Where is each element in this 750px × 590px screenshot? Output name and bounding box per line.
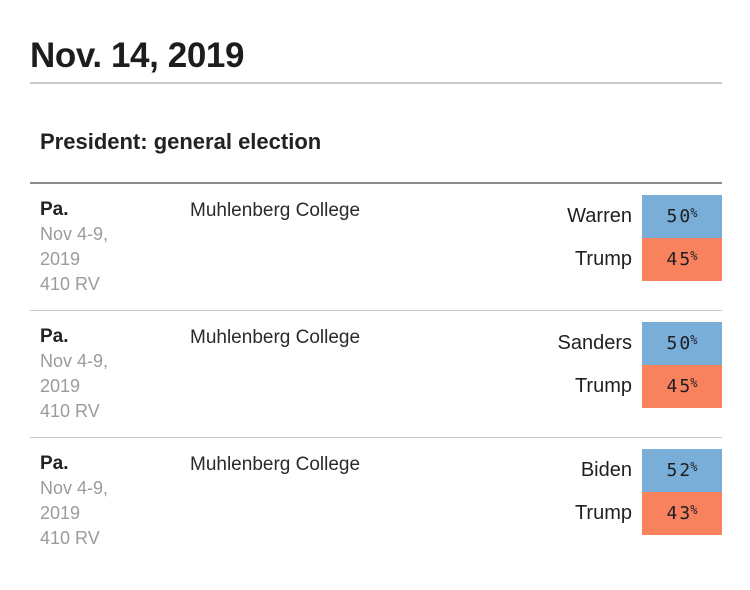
poll-result-line: Biden 52% bbox=[472, 449, 722, 492]
candidate-name: Biden bbox=[580, 459, 632, 481]
poll-row: Pa. Nov 4-9, 2019 410 RV Muhlenberg Coll… bbox=[30, 311, 722, 438]
percent-box: 52% bbox=[642, 449, 722, 492]
poll-sample-size: 410 RV bbox=[40, 274, 100, 294]
poll-info: Pa. Nov 4-9, 2019 410 RV bbox=[40, 325, 190, 424]
poll-row: Pa. Nov 4-9, 2019 410 RV Muhlenberg Coll… bbox=[30, 184, 722, 311]
poll-sample-size: 410 RV bbox=[40, 401, 100, 421]
polls-list: Pa. Nov 4-9, 2019 410 RV Muhlenberg Coll… bbox=[30, 182, 722, 590]
poll-results: Sanders 50% Trump 45% bbox=[472, 322, 722, 408]
candidate-name: Trump bbox=[574, 375, 632, 397]
percent-box: 45% bbox=[642, 365, 722, 408]
poll-result-line: Trump 45% bbox=[472, 238, 722, 281]
poll-date-line1: Nov 4-9, bbox=[40, 224, 109, 244]
poll-info: Pa. Nov 4-9, 2019 410 RV bbox=[40, 198, 190, 297]
percent-sign: % bbox=[690, 459, 698, 474]
percent-value: 43 bbox=[666, 503, 693, 524]
percent-value: 50 bbox=[666, 333, 693, 354]
date-title: Nov. 14, 2019 bbox=[30, 0, 722, 84]
percent-sign: % bbox=[690, 205, 698, 220]
poll-date-line1: Nov 4-9, bbox=[40, 478, 109, 498]
poll-state: Pa. bbox=[40, 326, 69, 347]
poll-date-line2: 2019 bbox=[40, 376, 81, 396]
poll-date-line2: 2019 bbox=[40, 503, 81, 523]
percent-box: 50% bbox=[642, 195, 722, 238]
poll-sample-size: 410 RV bbox=[40, 528, 100, 548]
poll-result-line: Warren 50% bbox=[472, 195, 722, 238]
poll-row: Pa. Nov 4-9, 2019 410 RV Muhlenberg Coll… bbox=[30, 438, 722, 590]
poll-result-line: Trump 43% bbox=[472, 492, 722, 535]
poll-info: Pa. Nov 4-9, 2019 410 RV bbox=[40, 452, 190, 551]
percent-sign: % bbox=[690, 375, 698, 390]
percent-value: 45 bbox=[666, 376, 693, 397]
poll-result-line: Trump 45% bbox=[472, 365, 722, 408]
poll-state: Pa. bbox=[40, 453, 69, 474]
pollster-name: Muhlenberg College bbox=[190, 327, 361, 348]
pollster-name: Muhlenberg College bbox=[190, 454, 361, 475]
candidate-name: Trump bbox=[574, 502, 632, 524]
poll-state: Pa. bbox=[40, 199, 69, 220]
percent-value: 45 bbox=[666, 249, 693, 270]
poll-results: Warren 50% Trump 45% bbox=[472, 195, 722, 281]
poll-results: Biden 52% Trump 43% bbox=[472, 449, 722, 535]
percent-sign: % bbox=[690, 502, 698, 517]
poll-result-line: Sanders 50% bbox=[472, 322, 722, 365]
poll-date-line2: 2019 bbox=[40, 249, 81, 269]
candidate-name: Warren bbox=[567, 205, 632, 227]
candidate-name: Trump bbox=[574, 248, 632, 270]
percent-box: 43% bbox=[642, 492, 722, 535]
percent-sign: % bbox=[690, 248, 698, 263]
percent-sign: % bbox=[690, 332, 698, 347]
percent-box: 50% bbox=[642, 322, 722, 365]
percent-value: 50 bbox=[666, 206, 693, 227]
candidate-name: Sanders bbox=[557, 332, 633, 354]
percent-box: 45% bbox=[642, 238, 722, 281]
section-title: President: general election bbox=[40, 129, 322, 154]
pollster-name: Muhlenberg College bbox=[190, 200, 361, 221]
percent-value: 52 bbox=[666, 460, 693, 481]
poll-date-line1: Nov 4-9, bbox=[40, 351, 109, 371]
